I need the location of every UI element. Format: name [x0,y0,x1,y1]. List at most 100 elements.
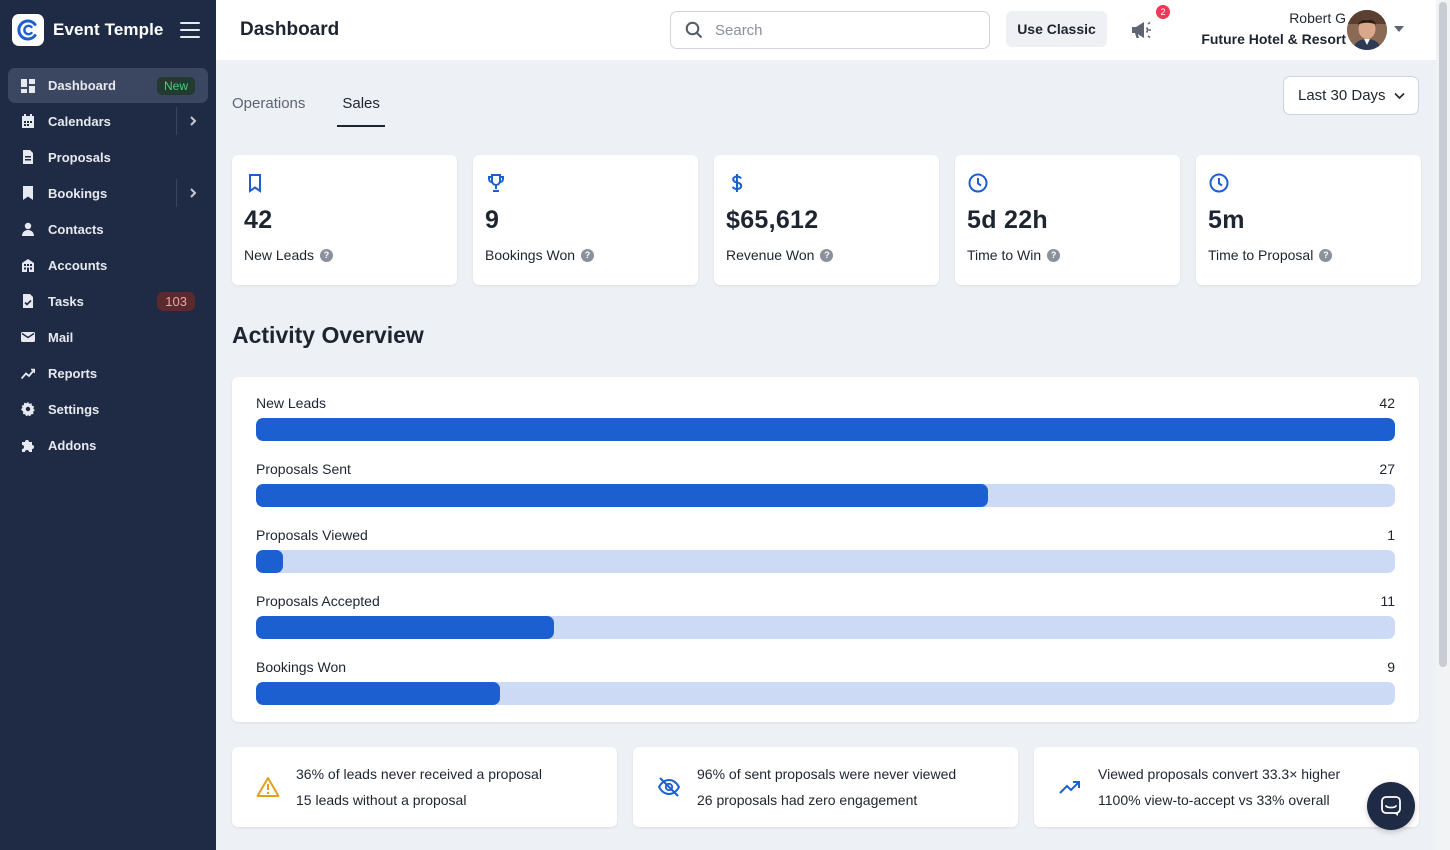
brand-name: Event Temple [53,20,164,39]
user-avatar-icon [1347,10,1387,50]
kpi-card-time-to-win: 5d 22h Time to Win? [955,155,1180,285]
use-classic-button[interactable]: Use Classic [1006,11,1107,47]
activity-overview-title: Activity Overview [232,322,424,348]
calendar-icon [21,114,35,128]
activity-value: 42 [1379,395,1395,411]
hamburger-menu-icon[interactable] [180,22,200,38]
new-badge: New [156,76,195,95]
chevron-down-icon [1394,92,1405,100]
search-box[interactable] [670,11,990,49]
avatar[interactable] [1347,10,1387,50]
announcements-button[interactable]: 2 [1130,5,1170,41]
activity-row-proposals-sent: Proposals Sent 27 [256,461,1395,527]
gear-icon [21,402,35,416]
trending-up-icon [1056,773,1084,801]
building-icon [21,258,35,272]
date-range-select[interactable]: Last 30 Days [1283,76,1419,115]
dollar-icon [726,172,748,194]
notification-count-badge: 2 [1156,5,1170,19]
clock-icon [967,172,989,194]
chevron-right-icon[interactable] [176,179,208,207]
kpi-value: 5m [1208,206,1245,234]
help-icon[interactable]: ? [320,248,334,262]
tab-sales[interactable]: Sales [337,80,385,127]
kpi-value: 9 [485,206,500,234]
page-scrollbar[interactable] [1436,0,1450,850]
sidebar-item-label: Bookings [48,185,108,201]
sidebar-item-tasks[interactable]: Tasks 103 [8,283,208,319]
kpi-label: Time to Win [967,247,1042,263]
clock-icon [1208,172,1230,194]
sidebar: Event Temple Dashboard New Calendars Pro… [0,0,216,850]
document-icon [21,150,35,164]
warning-icon [254,773,282,801]
activity-bar-fill [256,682,501,705]
kpi-card-new-leads: 42 New Leads? [232,155,457,285]
activity-value: 27 [1379,461,1395,477]
insight-detail: 1100% view-to-accept vs 33% overall [1098,792,1330,808]
insight-detail: 15 leads without a proposal [296,792,467,808]
chat-launcher-button[interactable] [1367,782,1415,830]
search-icon [685,21,703,39]
top-header: Dashboard Use Classic 2 Robert G Future … [216,0,1436,60]
activity-row-bookings-won: Bookings Won 9 [256,659,1395,725]
activity-bar-track [256,550,1395,573]
sidebar-nav: Dashboard New Calendars Proposals Bookin… [0,68,216,463]
help-icon[interactable]: ? [581,248,595,262]
kpi-card-time-to-proposal: 5m Time to Proposal? [1196,155,1421,285]
help-icon[interactable]: ? [1047,248,1061,262]
sidebar-item-settings[interactable]: Settings [8,391,208,427]
activity-overview-panel: New Leads 42 Proposals Sent 27 Proposals V… [232,377,1419,722]
sidebar-item-label: Dashboard [48,78,116,93]
activity-row-new-leads: New Leads 42 [256,395,1395,461]
event-temple-logo-icon[interactable] [12,14,44,46]
activity-label: Proposals Sent [256,461,351,477]
kpi-label: Bookings Won [485,247,576,263]
sidebar-item-label: Mail [48,329,74,345]
sidebar-item-dashboard[interactable]: Dashboard New [8,68,208,103]
tab-operations[interactable]: Operations [232,95,306,112]
activity-bar-fill [256,484,989,507]
kpi-value: 5d 22h [967,206,1048,234]
sidebar-item-accounts[interactable]: Accounts [8,247,208,283]
eye-off-icon [655,773,683,801]
sidebar-item-reports[interactable]: Reports [8,355,208,391]
puzzle-icon [21,438,35,452]
user-info[interactable]: Robert G Future Hotel & Resort [1201,10,1346,47]
sidebar-item-proposals[interactable]: Proposals [8,139,208,175]
insight-card-unviewed-proposals: 96% of sent proposals were never viewed 2… [633,747,1018,827]
activity-bar-track [256,616,1395,639]
person-icon [21,222,35,236]
sidebar-item-calendars[interactable]: Calendars [8,103,208,139]
kpi-card-revenue-won: $65,612 Revenue Won? [714,155,939,285]
scrollbar-thumb[interactable] [1439,2,1447,667]
sidebar-item-label: Accounts [48,257,108,273]
sidebar-item-mail[interactable]: Mail [8,319,208,355]
user-menu-chevron-down-icon[interactable] [1394,26,1404,32]
kpi-label: Revenue Won [726,247,815,263]
help-icon[interactable]: ? [1319,248,1333,262]
activity-row-proposals-accepted: Proposals Accepted 11 [256,593,1395,659]
activity-bar-fill [256,418,1395,441]
insight-headline: Viewed proposals convert 33.3× higher [1098,766,1341,782]
activity-bar-track [256,484,1395,507]
kpi-value: $65,612 [726,206,819,234]
sidebar-item-addons[interactable]: Addons [8,427,208,463]
user-organization: Future Hotel & Resort [1201,31,1346,47]
sidebar-item-label: Proposals [48,149,111,165]
activity-value: 11 [1380,593,1395,609]
sidebar-item-contacts[interactable]: Contacts [8,211,208,247]
sidebar-item-label: Calendars [48,113,111,129]
megaphone-icon [1132,21,1151,39]
activity-bar-fill [256,616,555,639]
sidebar-item-bookings[interactable]: Bookings [8,175,208,211]
dashboard-icon [21,78,35,93]
chevron-right-icon[interactable] [176,107,208,135]
insight-cards: 36% of leads never received a proposal 15… [232,747,1419,827]
insight-card-viewed-conversion: Viewed proposals convert 33.3× higher 110… [1034,747,1419,827]
search-input[interactable] [715,21,965,39]
bookmark-icon [21,186,35,200]
mail-icon [21,330,35,344]
help-icon[interactable]: ? [820,248,834,262]
insight-headline: 96% of sent proposals were never viewed [697,766,957,782]
